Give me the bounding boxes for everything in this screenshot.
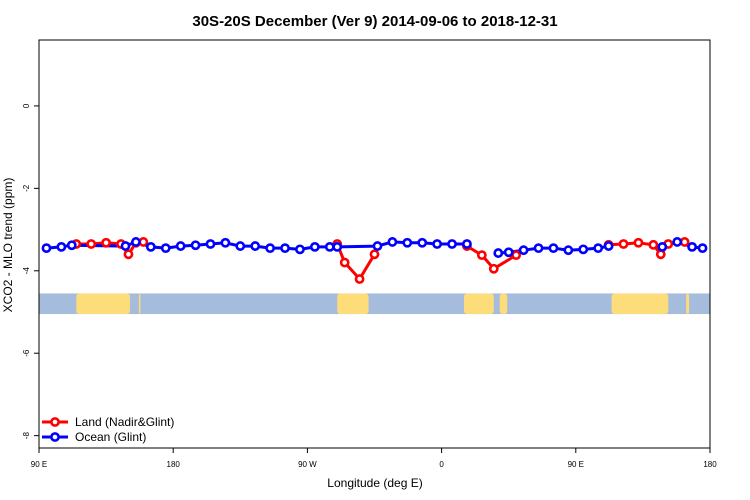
data-point [372,241,383,251]
x-tick-label: 0 [439,460,444,469]
data-point [387,237,398,247]
data-point [123,249,134,260]
data-point [488,263,499,274]
data-point [563,245,574,256]
data-point [120,241,131,251]
data-point [101,237,111,248]
data-point [548,243,559,254]
x-tick-label: 90 E [568,460,584,469]
data-point [511,250,522,261]
legend: Land (Nadir&Glint)Ocean (Glint) [42,415,174,444]
data-point [462,239,472,249]
y-axis-label: XCO2 - MLO trend (ppm) [1,178,15,313]
land-patch [611,293,669,315]
data-point [160,243,171,254]
map-strip [39,293,710,315]
data-point [648,239,659,250]
y-tick-label: -6 [22,349,31,357]
data-point [56,241,67,252]
land-patch [463,293,494,315]
data-point [493,248,504,258]
data-point [417,237,428,248]
data-point [687,241,698,252]
series-layer [41,237,708,284]
x-axis: 90 E 180 90 W 0 90 E 180 [31,448,717,469]
data-point [41,243,52,254]
data-point [679,237,690,247]
data-point [250,241,261,251]
x-axis-label: Longitude (deg E) [327,476,422,490]
y-axis: 0 -2 -4 -6 -8 [22,103,39,439]
x-tick-label: 90 E [31,460,47,469]
data-point [655,249,666,260]
y-tick-label: -4 [22,267,31,275]
data-point [280,243,290,254]
data-point [235,241,246,251]
y-tick-label: -8 [22,432,31,440]
data-point [324,241,335,252]
data-point [593,243,604,254]
x-tick-label: 90 W [298,460,317,469]
data-point [66,240,77,251]
data-point [175,241,186,251]
data-point [633,237,644,248]
data-point [697,243,708,254]
plot-frame [38,39,711,449]
data-point [432,239,443,249]
x-tick-label: 180 [167,460,181,469]
legend-marker [50,417,60,427]
data-point [672,237,683,247]
data-point [265,243,276,254]
data-point [309,241,320,252]
series-line [335,243,376,281]
data-point [503,247,514,258]
x-tick-label: 180 [703,460,717,469]
y-tick-label: 0 [22,103,31,108]
data-point [476,250,487,261]
data-point [518,245,529,256]
land-patch [686,293,690,315]
data-point [295,244,305,255]
land-patch [499,293,508,315]
legend-label: Land (Nadir&Glint) [75,415,174,429]
data-point [354,274,365,284]
series-line [466,244,517,271]
data-point [447,239,457,249]
legend-label: Ocean (Glint) [75,430,146,444]
land-patch [76,293,130,315]
data-point [603,241,614,251]
data-point [220,237,231,248]
legend-marker [50,432,60,442]
data-point [145,241,156,252]
data-point [402,237,413,248]
ocean-band [39,293,710,315]
data-point [205,239,216,249]
data-point [138,237,149,247]
data-point [657,241,668,252]
data-point [533,243,544,254]
data-point [190,240,201,251]
y-tick-label: -2 [22,184,31,192]
chart-title: 30S-20S December (Ver 9) 2014-09-06 to 2… [192,13,557,30]
data-point [332,241,343,252]
data-point [578,244,589,255]
land-patch [138,293,141,315]
data-point [131,237,141,247]
data-point [339,257,350,268]
land-patch [337,293,369,315]
data-point [86,239,97,249]
data-point [369,249,380,260]
data-point [618,239,629,249]
